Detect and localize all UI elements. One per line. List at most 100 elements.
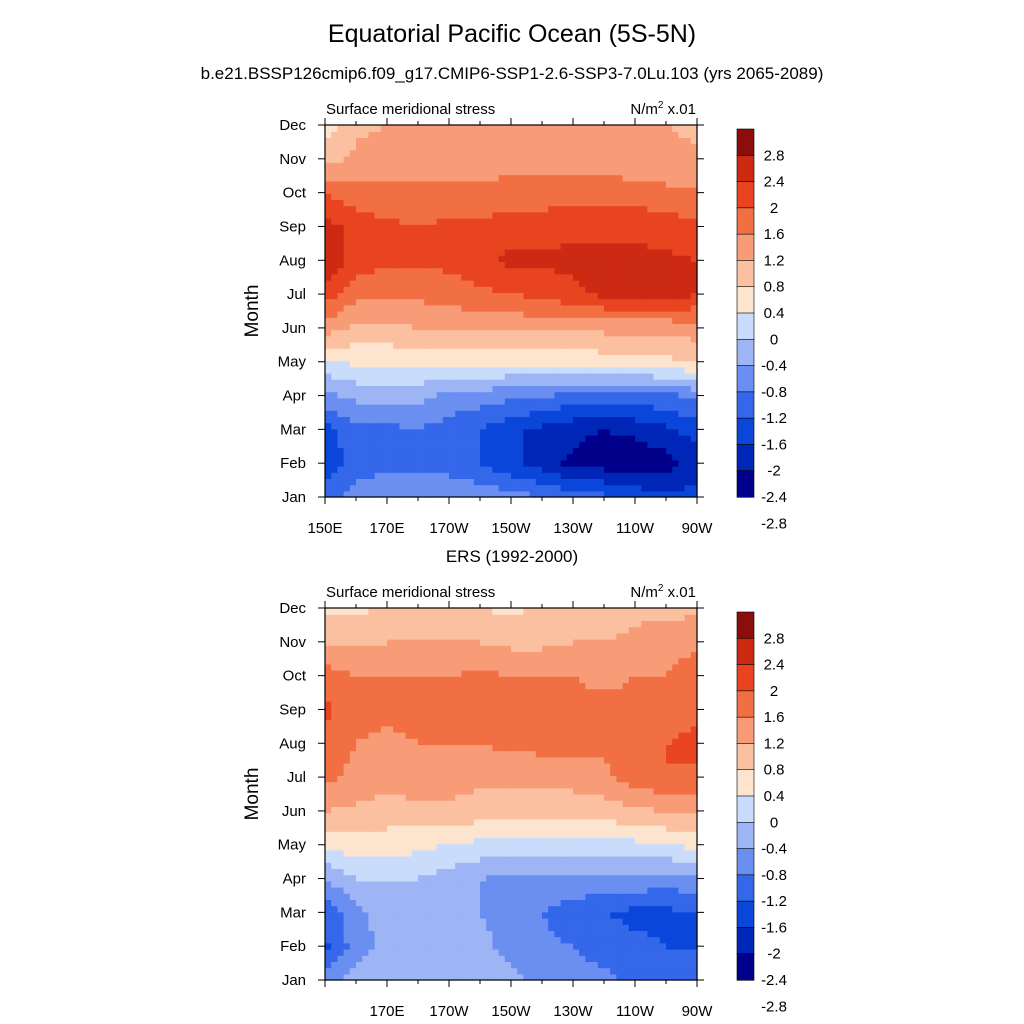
contour-cell — [337, 410, 345, 417]
contour-cell — [504, 397, 512, 405]
contour-cell — [542, 131, 549, 138]
contour-cell — [393, 874, 400, 882]
contour-cell — [641, 218, 648, 225]
contour-cell — [343, 404, 351, 411]
contour-cell — [380, 267, 388, 275]
contour-cell — [591, 459, 599, 467]
contour-cell — [442, 273, 450, 281]
contour-cell — [368, 849, 376, 857]
contour-cell — [492, 205, 500, 213]
panel-label: Surface meridional stress — [326, 101, 495, 118]
contour-cell — [684, 924, 692, 931]
contour-cell — [548, 849, 555, 857]
contour-cell — [504, 447, 512, 455]
contour-cell — [659, 404, 667, 411]
contour-cell — [442, 490, 450, 498]
contour-cell — [368, 342, 376, 349]
contour-cell — [690, 379, 698, 386]
contour-cell — [511, 304, 518, 312]
contour-cell — [554, 441, 562, 448]
contour-cell — [374, 335, 382, 343]
contour-cell — [616, 298, 624, 306]
contour-cell — [542, 905, 549, 913]
contour-cell — [387, 918, 394, 925]
contour-cell — [418, 149, 425, 157]
contour-cell — [399, 887, 407, 894]
contour-cell — [548, 924, 555, 931]
contour-cell — [659, 942, 667, 950]
contour-cell — [374, 193, 382, 200]
contour-cell — [387, 292, 394, 300]
contour-cell — [560, 453, 568, 461]
colorbar-swatch — [736, 286, 755, 314]
contour-cell — [337, 416, 345, 424]
contour-cell — [362, 298, 369, 306]
contour-cell — [399, 379, 407, 386]
contour-cell — [349, 379, 357, 386]
colorbar-label: 2.4 — [764, 174, 785, 191]
contour-cell — [374, 466, 382, 473]
contour-cell — [449, 453, 456, 461]
contour-cell — [535, 459, 543, 467]
contour-cell — [647, 360, 655, 368]
contour-cell — [399, 949, 407, 956]
contour-cell — [467, 973, 475, 981]
contour-cell — [393, 304, 400, 312]
y-tick-label: Jun — [282, 320, 306, 337]
contour-cell — [418, 905, 425, 913]
contour-cell — [628, 484, 636, 492]
contour-cell — [678, 385, 686, 393]
contour-cell — [480, 199, 487, 207]
contour-cell — [635, 967, 642, 975]
contour-cell — [622, 967, 630, 975]
contour-cell — [566, 180, 574, 188]
contour-cell — [368, 280, 376, 287]
contour-cell — [399, 156, 407, 163]
contour-cell — [554, 410, 562, 417]
colorbar-swatch — [736, 312, 755, 340]
contour-cell — [374, 899, 382, 907]
contour-cell — [511, 874, 518, 882]
contour-cell — [647, 874, 655, 882]
contour-cell — [387, 267, 394, 275]
contour-cell — [635, 286, 642, 293]
contour-cell — [529, 348, 537, 355]
contour-cell — [405, 930, 413, 938]
contour-cell — [573, 137, 580, 145]
contour-cell — [449, 298, 456, 306]
contour-cell — [449, 936, 456, 944]
contour-cell — [622, 373, 630, 380]
contour-cell — [641, 335, 648, 343]
contour-cell — [517, 961, 524, 969]
contour-cell — [356, 955, 363, 962]
contour-cell — [461, 298, 469, 306]
contour-cell — [473, 249, 481, 256]
contour-cell — [504, 967, 512, 975]
contour-cell — [442, 193, 450, 200]
contour-cell — [635, 193, 642, 200]
contour-cell — [418, 949, 425, 956]
contour-cell — [480, 961, 487, 969]
contour-cell — [387, 453, 394, 461]
contour-cell — [368, 874, 376, 882]
contour-cell — [548, 466, 555, 473]
contour-cell — [387, 967, 394, 975]
contour-cell — [411, 899, 419, 907]
contour-cell — [393, 323, 400, 331]
contour-cell — [430, 280, 438, 287]
contour-cell — [529, 899, 537, 907]
contour-cell — [362, 292, 369, 300]
contour-cell — [647, 459, 655, 467]
contour-cell — [517, 360, 524, 368]
contour-cell — [399, 292, 407, 300]
contour-cell — [461, 366, 469, 374]
contour-cell — [436, 348, 444, 355]
contour-cell — [405, 342, 413, 349]
contour-cell — [393, 317, 400, 324]
contour-cell — [467, 397, 475, 405]
contour-cell — [430, 329, 438, 337]
contour-cell — [535, 298, 543, 306]
contour-cell — [325, 249, 332, 256]
y-tick-label: May — [278, 354, 307, 371]
contour-cell — [349, 391, 357, 399]
